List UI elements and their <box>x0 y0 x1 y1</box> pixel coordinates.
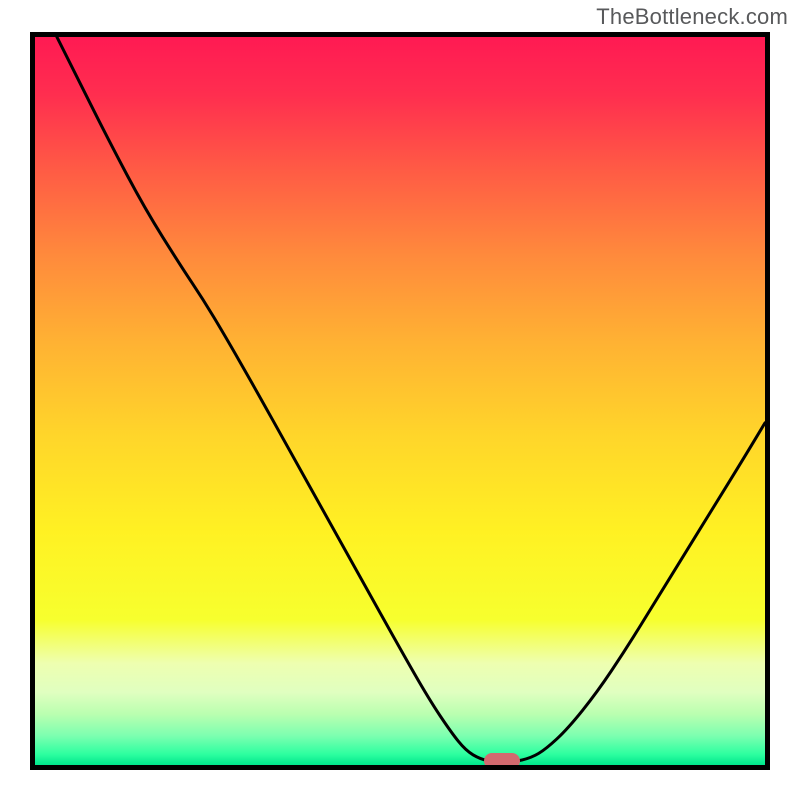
bottleneck-curve <box>35 37 765 765</box>
plot-area <box>35 37 765 765</box>
optimal-marker <box>484 753 520 765</box>
watermark-text: TheBottleneck.com <box>596 4 788 30</box>
